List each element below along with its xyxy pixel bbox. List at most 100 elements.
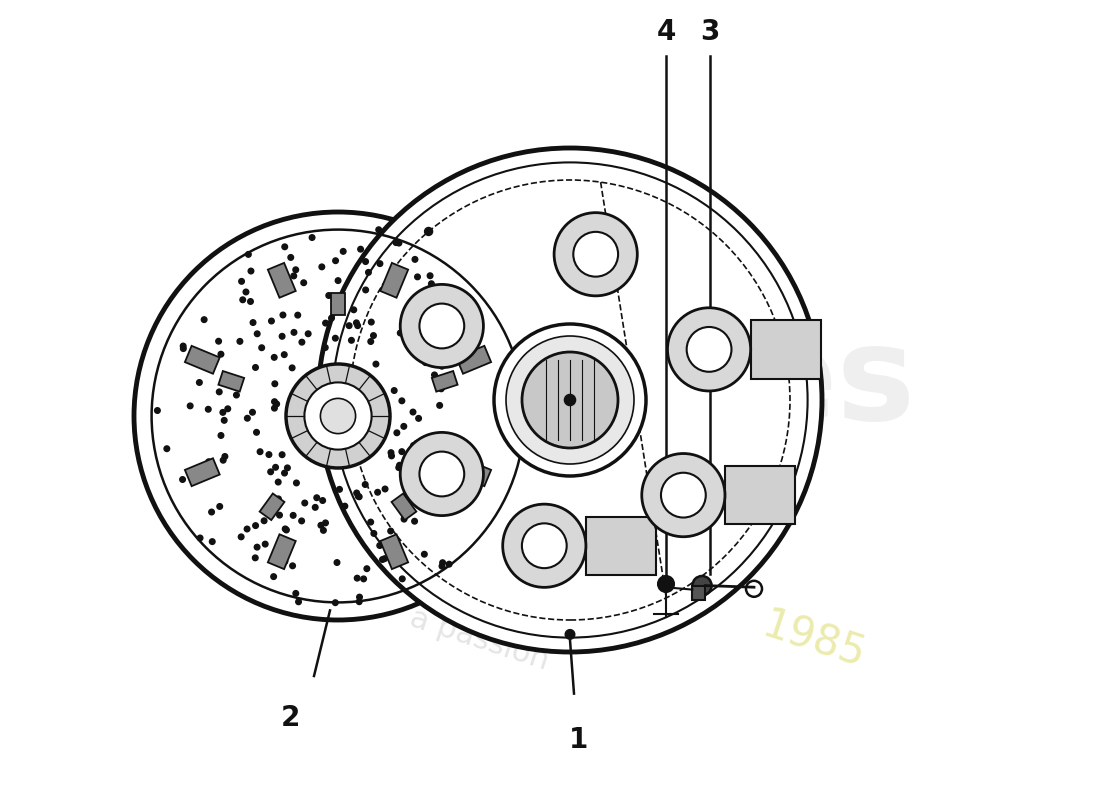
Circle shape (439, 363, 444, 369)
Circle shape (425, 227, 432, 235)
Circle shape (275, 479, 280, 485)
Circle shape (388, 450, 394, 455)
Circle shape (388, 528, 394, 534)
Circle shape (361, 576, 366, 582)
Circle shape (289, 563, 296, 569)
Bar (267, 534, 296, 569)
Circle shape (349, 338, 354, 343)
Circle shape (155, 408, 161, 414)
Circle shape (319, 264, 324, 270)
Circle shape (217, 389, 222, 394)
Circle shape (254, 544, 260, 550)
Circle shape (289, 365, 295, 370)
Circle shape (412, 257, 418, 262)
Circle shape (564, 394, 575, 406)
Bar (750, 320, 821, 378)
Circle shape (283, 526, 288, 532)
Circle shape (309, 234, 315, 240)
Circle shape (402, 516, 407, 522)
Circle shape (356, 599, 362, 605)
Circle shape (296, 599, 301, 605)
Bar (392, 494, 417, 520)
Circle shape (397, 462, 403, 468)
Circle shape (199, 470, 205, 475)
Circle shape (431, 483, 437, 489)
Circle shape (268, 469, 274, 474)
Bar (185, 458, 220, 486)
Circle shape (187, 403, 192, 409)
Circle shape (692, 576, 712, 595)
Circle shape (318, 522, 323, 528)
Circle shape (253, 522, 258, 528)
Circle shape (368, 319, 374, 325)
Circle shape (299, 339, 305, 345)
Circle shape (164, 446, 169, 451)
Circle shape (419, 451, 464, 496)
Circle shape (332, 600, 338, 606)
Circle shape (411, 518, 417, 524)
Circle shape (358, 246, 363, 252)
Circle shape (286, 364, 390, 468)
Bar (432, 371, 458, 392)
Circle shape (312, 505, 318, 510)
Circle shape (243, 289, 249, 294)
Circle shape (405, 492, 410, 498)
Circle shape (419, 303, 464, 349)
Circle shape (429, 281, 434, 286)
Circle shape (346, 323, 352, 329)
Circle shape (661, 473, 706, 518)
Circle shape (382, 556, 387, 562)
Circle shape (284, 527, 289, 533)
Circle shape (209, 510, 214, 515)
Text: a passion: a passion (406, 604, 553, 676)
Circle shape (340, 249, 346, 254)
Circle shape (550, 380, 590, 420)
Circle shape (441, 440, 447, 446)
Circle shape (326, 293, 331, 298)
Circle shape (342, 503, 348, 509)
Circle shape (254, 331, 260, 337)
Circle shape (209, 539, 216, 545)
Circle shape (272, 406, 277, 411)
Circle shape (503, 504, 586, 587)
Circle shape (268, 318, 274, 324)
Bar (725, 466, 795, 524)
Circle shape (266, 452, 272, 458)
Circle shape (398, 504, 404, 510)
Circle shape (322, 520, 328, 526)
Circle shape (573, 232, 618, 277)
Circle shape (506, 336, 634, 464)
Circle shape (427, 273, 433, 278)
Circle shape (318, 148, 822, 652)
Circle shape (134, 212, 542, 620)
Circle shape (431, 494, 437, 500)
Circle shape (406, 451, 411, 457)
Circle shape (248, 298, 253, 304)
Circle shape (290, 513, 296, 518)
Circle shape (400, 284, 483, 368)
Circle shape (250, 410, 255, 415)
Circle shape (253, 555, 258, 561)
Circle shape (180, 346, 186, 351)
Circle shape (301, 280, 307, 286)
Circle shape (354, 490, 360, 496)
Circle shape (334, 560, 340, 566)
Bar (331, 293, 345, 315)
Circle shape (399, 398, 405, 404)
Circle shape (272, 399, 277, 405)
Circle shape (294, 480, 299, 486)
Circle shape (301, 500, 308, 506)
Circle shape (226, 406, 231, 412)
Circle shape (274, 401, 279, 406)
Text: 4: 4 (657, 18, 675, 46)
Circle shape (239, 534, 244, 540)
Circle shape (396, 240, 402, 246)
Circle shape (245, 251, 251, 257)
Circle shape (410, 442, 416, 448)
Bar (267, 263, 296, 298)
Circle shape (415, 274, 420, 280)
Circle shape (355, 323, 361, 329)
Circle shape (410, 410, 416, 415)
Circle shape (354, 575, 360, 581)
Text: 3: 3 (701, 18, 719, 46)
